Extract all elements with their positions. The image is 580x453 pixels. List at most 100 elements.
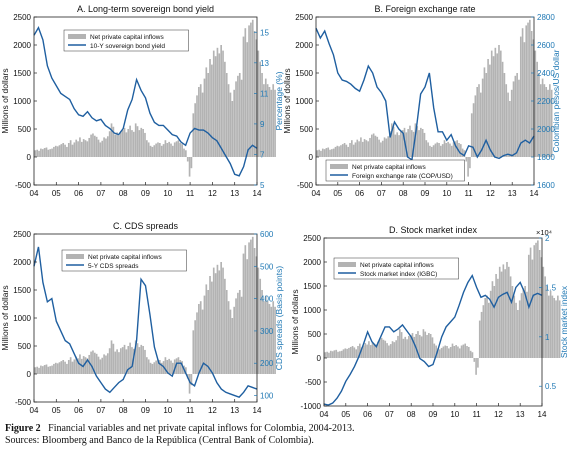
bar <box>318 149 320 157</box>
bar <box>268 87 271 157</box>
bar <box>71 361 74 374</box>
bar <box>101 357 104 374</box>
bar <box>418 130 420 157</box>
bar <box>181 144 183 157</box>
right-tick-label: 100 <box>260 392 274 401</box>
bar <box>151 146 154 157</box>
bar <box>75 139 78 157</box>
bar <box>347 146 350 157</box>
bar <box>64 144 66 157</box>
bar <box>225 73 228 157</box>
bar <box>430 146 433 157</box>
bar <box>136 126 139 157</box>
bar <box>235 81 237 157</box>
bar <box>238 73 241 157</box>
bar <box>40 148 42 157</box>
bar <box>467 157 469 177</box>
right-tick-label: 2000 <box>537 125 555 134</box>
bar <box>209 59 211 157</box>
x-tick-label: 05 <box>52 189 61 198</box>
bar <box>328 352 330 358</box>
bar <box>112 343 115 374</box>
bar <box>129 342 131 374</box>
bar <box>207 73 209 157</box>
x-tick-label: 08 <box>407 410 416 419</box>
bar <box>86 358 89 374</box>
bar <box>216 264 219 374</box>
bar <box>162 144 165 157</box>
bar <box>266 301 269 374</box>
bar <box>36 149 39 157</box>
bar <box>518 79 520 157</box>
caption-sources: Sources: Bloomberg and Banco de la Repúb… <box>5 435 314 446</box>
bar <box>489 64 491 157</box>
bar <box>349 143 351 157</box>
x-tick-label: 09 <box>421 189 430 198</box>
bar <box>343 143 346 157</box>
legend-label: 10-Y sovereign bond yield <box>90 43 165 50</box>
x-tick-label: 06 <box>363 410 372 419</box>
legend-box <box>325 159 465 182</box>
bar <box>95 353 98 374</box>
right-tick-label: 1.5 <box>545 283 557 292</box>
bar <box>164 140 167 157</box>
right-tick-label: 2800 <box>537 13 555 22</box>
bar <box>433 343 436 358</box>
bar <box>229 92 232 157</box>
bar <box>67 360 70 374</box>
caption-label: Figure 2 <box>5 423 41 434</box>
bar <box>436 142 439 157</box>
bar <box>383 137 386 157</box>
bar <box>199 84 202 157</box>
bar <box>380 142 382 157</box>
bar <box>159 360 161 374</box>
bar <box>446 346 448 358</box>
bar <box>450 145 453 157</box>
bar <box>502 264 505 358</box>
x-tick-label: 13 <box>230 189 239 198</box>
right-tick-label: 300 <box>260 327 274 336</box>
bar <box>327 147 330 157</box>
bar <box>490 50 493 157</box>
bar <box>64 361 66 374</box>
bar <box>390 123 393 157</box>
series-line <box>315 27 535 161</box>
bar <box>420 127 422 157</box>
bar <box>201 92 204 157</box>
bar <box>520 293 523 358</box>
bar <box>410 130 413 157</box>
bar <box>364 343 367 358</box>
bar <box>449 143 451 157</box>
bar <box>547 89 549 157</box>
bar <box>203 78 206 157</box>
bar <box>424 331 427 358</box>
bar <box>179 143 182 157</box>
bar <box>331 149 333 157</box>
x-tick-label: 11 <box>186 189 195 198</box>
bar <box>248 25 250 158</box>
bar <box>73 142 76 157</box>
bar <box>159 143 161 157</box>
bar <box>66 363 68 374</box>
bar <box>45 364 48 374</box>
bar <box>233 89 236 157</box>
bar <box>447 141 449 157</box>
bar <box>492 56 495 158</box>
bar <box>261 73 263 157</box>
right-tick-label: 1800 <box>537 153 555 162</box>
bar <box>505 84 508 157</box>
bar <box>147 142 150 157</box>
bar <box>427 142 429 157</box>
bar <box>211 64 213 157</box>
bar <box>131 130 133 157</box>
bar <box>93 352 96 374</box>
bar <box>402 338 405 358</box>
bar <box>498 266 501 358</box>
bar <box>324 352 327 358</box>
x-tick-label: 06 <box>74 189 83 198</box>
bar <box>478 84 480 157</box>
bar <box>475 358 477 375</box>
bar <box>510 89 513 157</box>
bar <box>422 329 425 358</box>
bar <box>153 145 156 157</box>
